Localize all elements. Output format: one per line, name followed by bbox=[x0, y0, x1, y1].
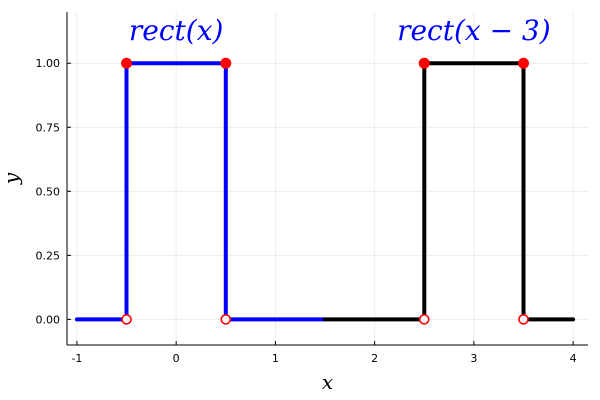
x-axis-title: x bbox=[322, 370, 333, 394]
open-point bbox=[418, 314, 430, 325]
filled-point bbox=[220, 57, 232, 69]
filled-point bbox=[121, 57, 133, 69]
y-tick-label: 0.75 bbox=[36, 121, 61, 134]
data-points bbox=[121, 57, 529, 325]
x-tick-label: 3 bbox=[470, 352, 477, 365]
open-point bbox=[121, 314, 132, 325]
annotation-label-1: rect(x) bbox=[129, 14, 224, 47]
series-line-2 bbox=[323, 61, 576, 322]
x-tick-label: 0 bbox=[173, 352, 180, 365]
annotations: rect(x) rect(x − 3) bbox=[129, 14, 551, 47]
axes bbox=[66, 12, 588, 346]
y-tick-label: 0.25 bbox=[36, 249, 61, 262]
tick-labels: -1 0 1 2 3 4 0.00 0.25 0.50 0.75 1.00 bbox=[36, 57, 577, 365]
y-tick-label: 1.00 bbox=[36, 57, 61, 70]
annotation-label-2: rect(x − 3) bbox=[397, 14, 551, 47]
open-point bbox=[220, 314, 232, 325]
filled-point bbox=[418, 57, 430, 69]
y-tick-label: 0.00 bbox=[36, 313, 61, 326]
x-tick-label: 2 bbox=[371, 352, 378, 365]
x-tick-label: -1 bbox=[71, 352, 82, 365]
y-axis-title: y bbox=[0, 172, 23, 185]
x-tick-label: 1 bbox=[272, 352, 279, 365]
filled-point bbox=[517, 57, 529, 69]
open-point bbox=[518, 314, 529, 325]
x-tick-label: 4 bbox=[570, 352, 577, 365]
series-line-1 bbox=[74, 61, 327, 322]
series-lines bbox=[74, 61, 576, 322]
y-tick-label: 0.50 bbox=[36, 185, 61, 198]
